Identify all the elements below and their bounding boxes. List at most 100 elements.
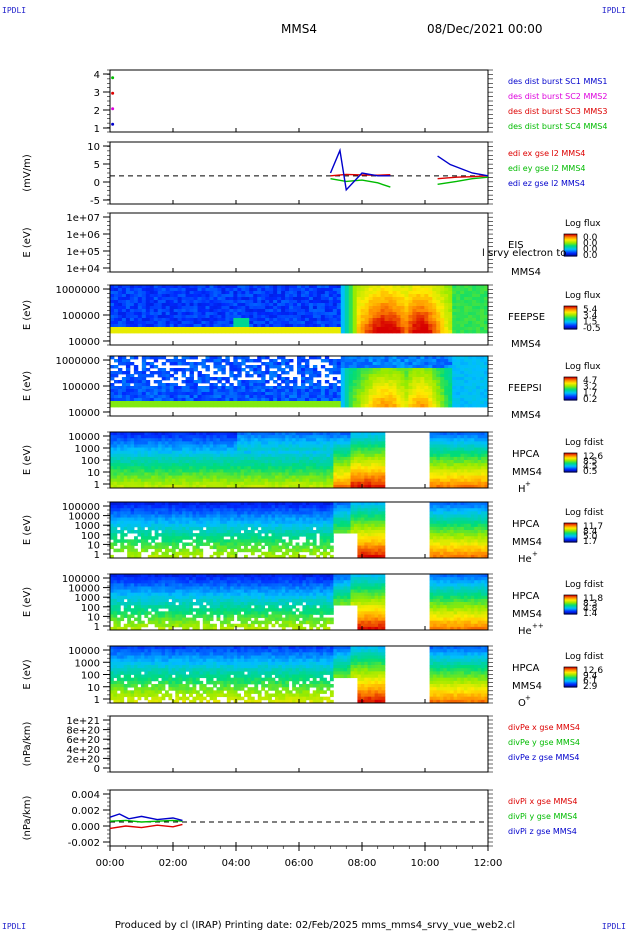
feepse-cell [324,324,330,328]
hpca_h-cell [182,481,186,486]
feepse-cell [241,285,246,289]
feepse-cell [300,312,306,316]
feepsi-cell [444,356,449,360]
hpca_h-cell [168,441,173,445]
feepse-cell [157,318,163,322]
feepsi-cell [261,371,266,375]
feepsi-cell [304,398,310,402]
hpca_h-cell [457,444,461,448]
hpca_h-cell [378,456,382,461]
feepsi-cell [177,389,183,393]
feepse-cell [448,312,453,316]
feepsi-cell [336,380,342,384]
hpca_h-cell [353,466,358,470]
feepse-cell [149,330,155,334]
hpca_h-cell [326,456,331,461]
feepsi-cell [476,395,481,399]
hpca_h-cell [161,435,166,439]
hpca_h-cell [463,444,468,448]
hpca_h-cell [374,460,379,464]
efield-ytick-label: 5 [94,160,100,171]
feepsi-cell [273,362,278,366]
feepsi-cell [400,365,405,369]
hpca_h-cell [110,432,114,436]
feepsi-cell [165,401,171,405]
feepse-cell [436,303,441,307]
hpca_h-cell [343,438,348,442]
feepse-cell [484,318,489,322]
feepse-cell [464,288,469,292]
feepsi-cell [213,404,218,408]
feepsi-cell [185,356,190,360]
feepsi-cell [468,404,473,408]
hpca_h-cell [213,484,217,489]
hpca_h-cell [192,432,197,436]
feepse-cell [392,327,397,331]
eis-colorbar-tick: 0.0 [583,251,598,261]
feepsi-cell [460,383,465,387]
feepse-cell [281,318,286,322]
feepse-cell [141,303,147,307]
hpca_h-cell [137,435,142,439]
feepsi-cell [472,398,477,402]
hpca_h-cell [199,463,204,467]
hpca_h-cell [171,450,176,455]
hpca_h-cell [244,441,248,445]
feepse-cell [289,291,294,295]
hpca_h-cell [185,456,190,461]
hpca_h-cell [274,481,279,486]
hpca_h-cell [134,447,138,452]
hpca_h-cell [319,469,324,473]
hpca_h-cell [223,447,228,452]
feepsi-cell [285,371,290,375]
feepse-cell [472,285,477,289]
feepsi-cell [360,389,366,393]
feepsi-cell [444,383,449,387]
feepsi-cell [480,374,485,378]
feepsi-cell [356,386,362,390]
feepse-cell [316,312,322,316]
hpca_h-cell [278,456,283,461]
hpca_h-cell [312,456,317,461]
hpca_h-cell [340,475,345,480]
hpca_h-cell [192,444,197,448]
feepse-cell [153,315,159,319]
feepse-cell [273,306,278,310]
eis-colorbar-swatch [564,250,577,253]
feepse-cell [145,294,151,298]
feepse-cell [277,294,282,298]
feepsi-cell [157,404,163,408]
feepsi-cell [464,398,469,402]
feepse-cell [261,309,266,313]
feepsi-cell [137,371,143,375]
feepse-cell [225,330,230,334]
hpca_h-cell [216,460,221,464]
feepsi-cell [285,362,290,366]
hpca_h-cell [367,456,372,461]
feepse-cell [197,312,202,316]
feepse-cell [396,303,401,307]
feepsi-cell [480,383,485,387]
hpca_h-cell [120,438,125,442]
hpca_h-cell [209,453,214,458]
feepsi-cell [161,368,167,372]
hpca_h-cell [460,481,465,486]
feepse-cell [436,330,441,334]
feepsi-cell [277,395,282,399]
hpca_h-cell [164,438,169,442]
feepsi-cell [273,374,278,378]
feepse-cell [209,324,214,328]
feepsi-cell [237,380,242,384]
hpca_h-cell [305,435,310,439]
hpca_h-cell [178,432,183,436]
feepsi-cell [456,356,461,360]
feepse-cell [456,300,461,304]
hpca_h-cell [463,484,468,489]
feepsi-cell [217,356,222,360]
feepse-cell [484,291,489,295]
feepse-cell [388,288,393,292]
feepse-cell [404,327,409,331]
feepse-cell [392,303,397,307]
hpca_h-cell [147,460,152,464]
hpca_h-cell [226,460,231,464]
